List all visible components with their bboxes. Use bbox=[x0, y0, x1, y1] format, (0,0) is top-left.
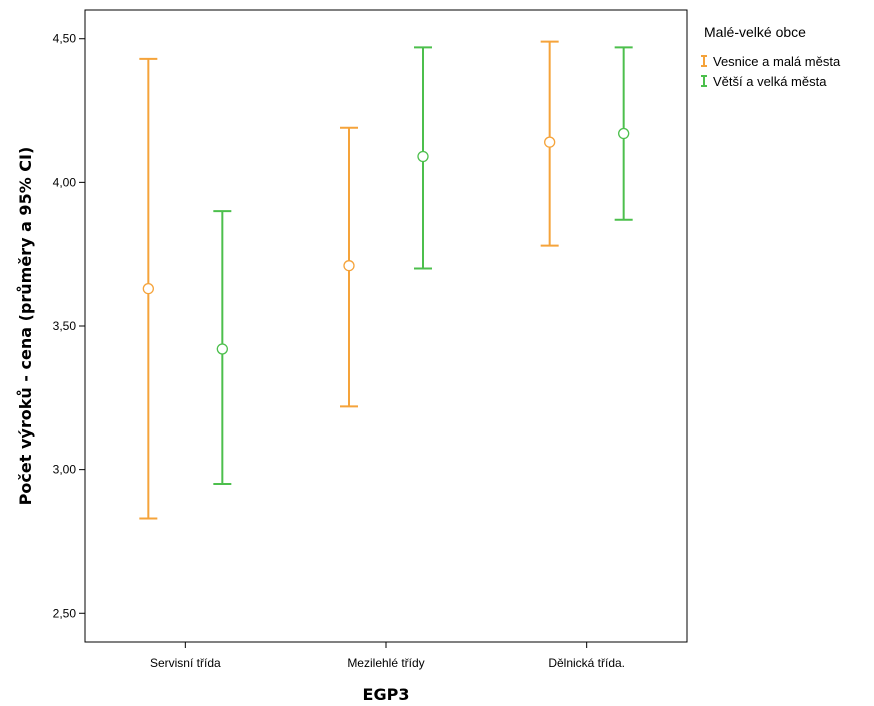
x-tick-label: Mezilehlé třídy bbox=[347, 656, 424, 670]
y-tick-label: 4,00 bbox=[53, 175, 77, 189]
legend-label: Vesnice a malá města bbox=[713, 54, 841, 69]
mean-point bbox=[343, 260, 355, 272]
mean-point bbox=[544, 136, 556, 148]
legend: Malé-velké obce Vesnice a malá města Větš… bbox=[701, 24, 841, 89]
legend-title: Malé-velké obce bbox=[704, 24, 806, 40]
series-1 bbox=[139, 40, 559, 520]
mean-point bbox=[618, 127, 630, 140]
mean-point bbox=[142, 283, 154, 295]
series-2 bbox=[213, 46, 633, 485]
x-tick-label: Servisní třída bbox=[150, 656, 221, 670]
series-layer bbox=[139, 40, 633, 520]
y-tick-label: 4,50 bbox=[53, 32, 77, 46]
plot-area-frame bbox=[84, 9, 688, 643]
y-axis: 2,50 3,00 3,50 4,00 4,50 bbox=[53, 32, 85, 620]
legend-items: Vesnice a malá města Větší a velká města bbox=[701, 54, 841, 89]
y-tick-label: 2,50 bbox=[53, 606, 77, 620]
x-axis: Servisní třída Mezilehlé třídy Dělnická tř… bbox=[150, 642, 625, 670]
y-tick-label: 3,50 bbox=[53, 319, 77, 333]
y-axis-title: Počet výroků - cena (průměry a 95% CI) bbox=[16, 147, 35, 506]
mean-point bbox=[216, 343, 228, 355]
y-tick-label: 3,00 bbox=[53, 463, 77, 477]
x-axis-title: EGP3 bbox=[363, 685, 410, 704]
mean-point bbox=[417, 150, 429, 163]
legend-label: Větší a velká města bbox=[713, 74, 827, 89]
x-tick-label: Dělnická třída. bbox=[548, 656, 625, 670]
